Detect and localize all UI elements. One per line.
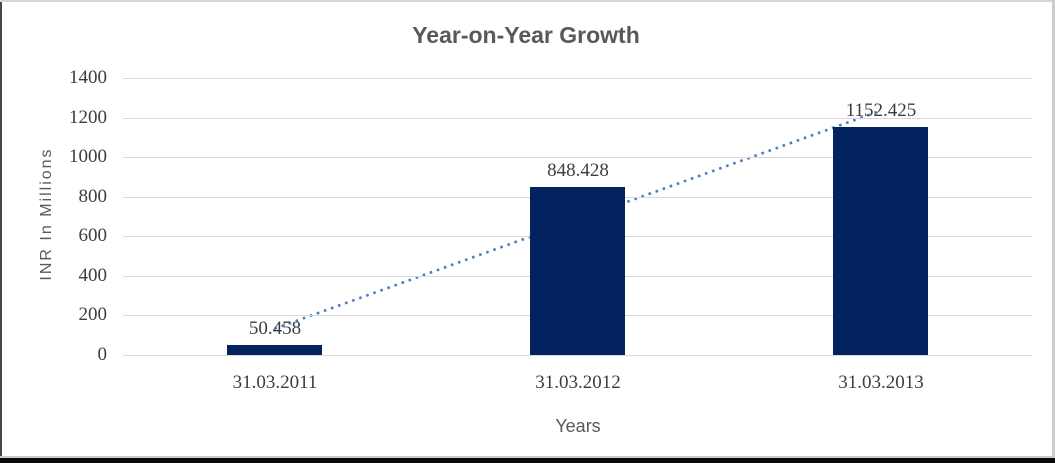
window-bottom-bar bbox=[0, 458, 1055, 463]
gridline-y-1200 bbox=[123, 118, 1032, 119]
bar-31.03.2013 bbox=[833, 127, 928, 355]
window-border-left bbox=[0, 0, 2, 463]
data-label: 50.458 bbox=[248, 318, 302, 339]
data-label: 848.428 bbox=[547, 160, 609, 181]
window-border-right bbox=[1052, 0, 1055, 458]
window-border-bottom-line bbox=[0, 456, 1055, 458]
y-tick-label: 1400 bbox=[69, 67, 107, 88]
bar-31.03.2011 bbox=[227, 345, 322, 355]
gridline-y-1000 bbox=[123, 157, 1032, 158]
gridline-y-0 bbox=[123, 355, 1032, 356]
y-tick-label: 1200 bbox=[69, 107, 107, 128]
x-axis-title: Years bbox=[555, 416, 601, 436]
y-tick-label: 600 bbox=[78, 225, 108, 246]
x-tick-label: 31.03.2013 bbox=[838, 372, 924, 393]
x-tick-label: 31.03.2012 bbox=[535, 372, 621, 393]
chart-title: Year-on-Year Growth bbox=[412, 22, 640, 48]
y-tick-label: 800 bbox=[78, 186, 108, 207]
y-tick-label: 200 bbox=[78, 304, 108, 325]
window-border-top bbox=[0, 0, 1055, 2]
gridline-y-1400 bbox=[123, 78, 1032, 79]
y-tick-label: 1000 bbox=[69, 146, 107, 167]
x-tick-label: 31.03.2011 bbox=[232, 372, 318, 393]
y-tick-label: 400 bbox=[78, 265, 108, 286]
data-label: 1152.425 bbox=[845, 100, 917, 121]
bar-31.03.2012 bbox=[530, 187, 625, 355]
y-tick-label: 0 bbox=[97, 344, 108, 365]
